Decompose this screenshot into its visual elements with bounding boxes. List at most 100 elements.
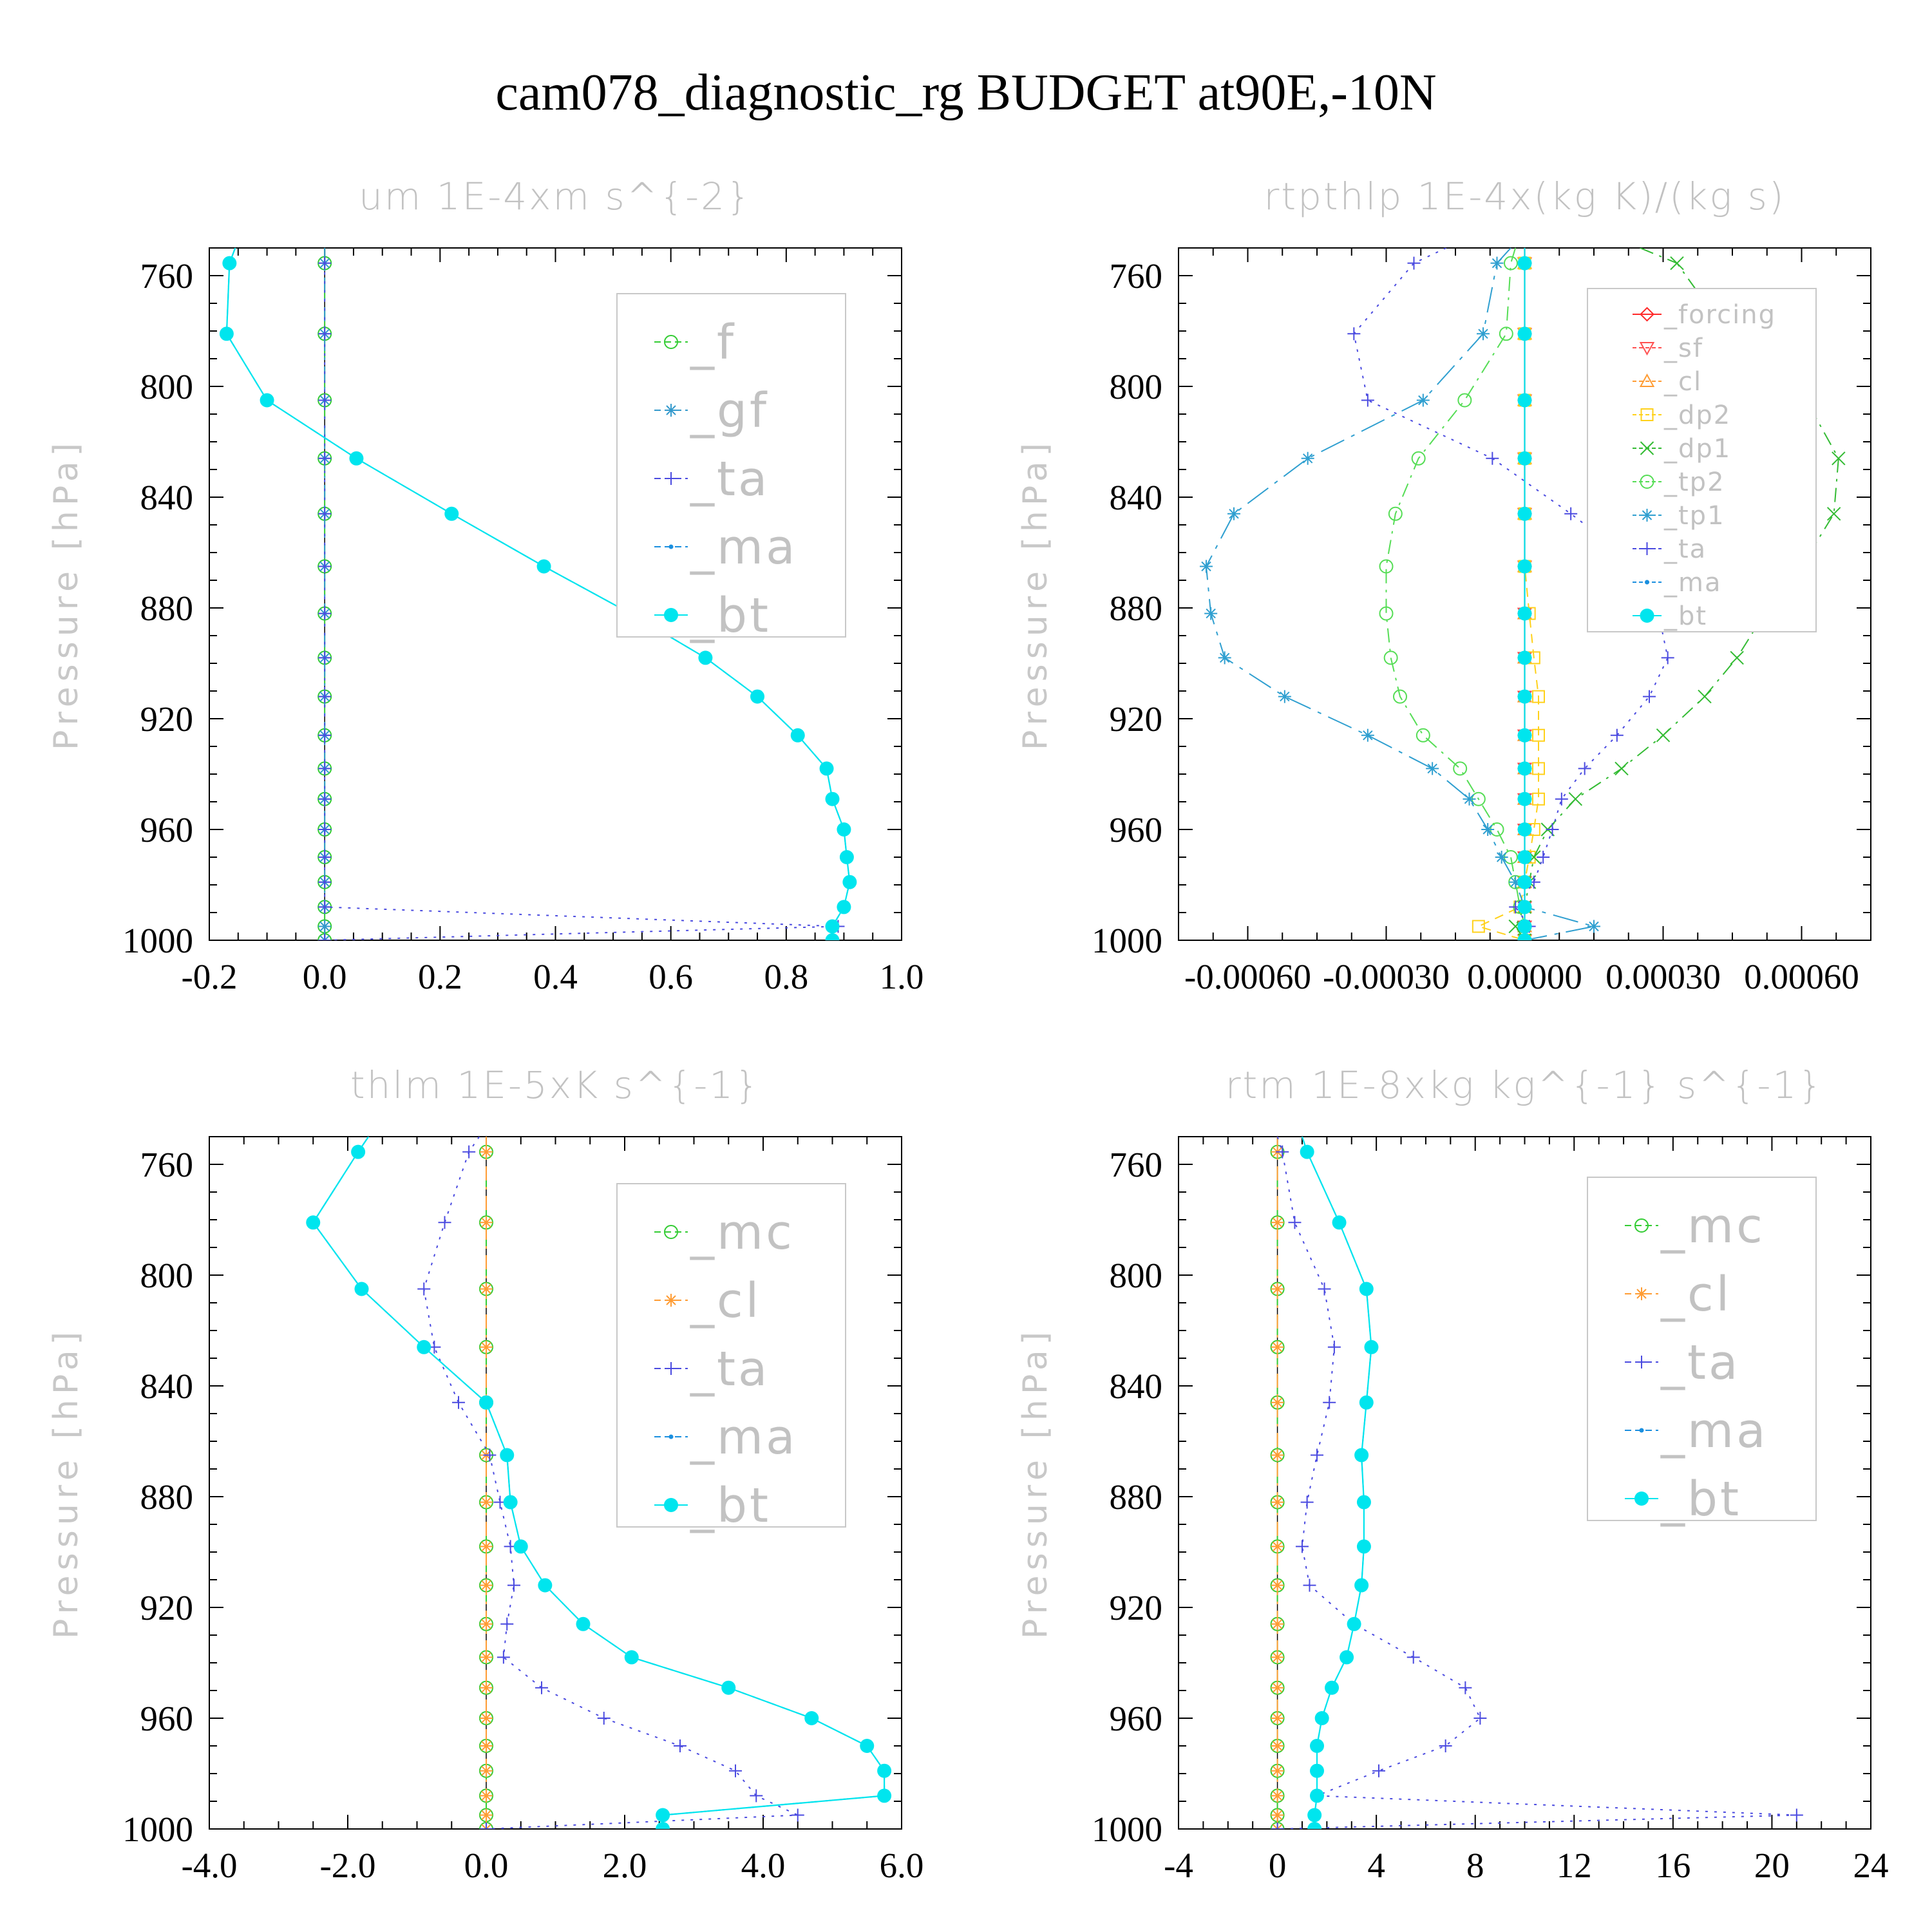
data-point-bt xyxy=(1517,919,1532,934)
legend-marker-cl xyxy=(1639,373,1655,387)
y-tick-label: 1000 xyxy=(1092,1810,1162,1849)
data-point-dp2 xyxy=(1532,792,1545,806)
legend-box xyxy=(616,293,846,638)
data-point-dp2 xyxy=(1532,690,1545,703)
series-tp1 xyxy=(1200,248,1600,940)
data-point-cl xyxy=(480,1495,493,1509)
legend-marker-ma xyxy=(1645,580,1649,585)
legend-label-ma: _ma xyxy=(690,520,797,575)
x-tick-label: 0.00060 xyxy=(1744,957,1859,996)
x-tick-label: 6.0 xyxy=(880,1846,924,1885)
data-point-bt xyxy=(804,1711,819,1725)
data-point-bt xyxy=(1517,761,1532,776)
series-ta xyxy=(318,256,845,940)
y-tick-label: 960 xyxy=(1110,1699,1163,1738)
panels: um 1E-4xm s^{-2}Pressure [hPa]7608008408… xyxy=(47,175,1889,1885)
y-tick-label: 800 xyxy=(1110,1256,1163,1295)
data-point-bt xyxy=(260,393,274,408)
data-point-bt xyxy=(1517,650,1532,665)
data-point-bt xyxy=(877,1788,892,1803)
y-tick-label: 800 xyxy=(1110,367,1163,406)
data-point-bt xyxy=(1359,1395,1374,1410)
y-tick-label: 840 xyxy=(1110,478,1163,517)
x-tick-label: 4 xyxy=(1367,1846,1385,1885)
data-point-ta xyxy=(674,1739,687,1752)
data-point-ta xyxy=(318,792,332,806)
legend-label-cl: _cl xyxy=(1660,1267,1732,1322)
legend-label-bt: _bt xyxy=(1660,1472,1741,1527)
x-tick-label: -0.2 xyxy=(181,957,237,996)
data-point-bt xyxy=(417,1340,431,1354)
data-point-cl xyxy=(480,1764,493,1777)
data-point-bt xyxy=(1517,451,1532,466)
data-point-ta xyxy=(318,762,332,775)
data-point-bt xyxy=(837,822,851,837)
data-point-tp1 xyxy=(1495,851,1508,864)
data-point-tp1 xyxy=(1301,451,1314,465)
data-point-dp1 xyxy=(1826,507,1841,521)
x-tick-label: 2.0 xyxy=(603,1846,647,1885)
legend-label-mc: _mc xyxy=(1660,1198,1765,1254)
data-point-ta xyxy=(1564,507,1578,520)
legend-label-cl: _cl xyxy=(1663,367,1702,397)
data-point-ta xyxy=(1323,1396,1336,1409)
data-point-tp2 xyxy=(1416,728,1430,743)
legend-marker-ma xyxy=(668,544,674,549)
y-tick-label: 800 xyxy=(140,367,194,406)
data-point-ta xyxy=(318,560,332,573)
panel-title: rtpthlp 1E-4x(kg K)/(kg s) xyxy=(1264,175,1786,218)
data-point-bt xyxy=(842,875,857,889)
data-point-bt xyxy=(624,1650,639,1665)
data-point-tp1 xyxy=(1426,762,1439,775)
data-point-bt xyxy=(1359,1282,1374,1296)
data-point-bt xyxy=(1517,933,1532,940)
legend-label-tp1: _tp1 xyxy=(1663,501,1725,531)
data-point-bt xyxy=(1517,506,1532,521)
data-point-tp1 xyxy=(1509,875,1522,889)
x-tick-label: 0.00030 xyxy=(1605,957,1721,996)
data-point-ta xyxy=(1643,690,1656,703)
y-tick-label: 1000 xyxy=(122,1810,193,1849)
legend-label-dp2: _dp2 xyxy=(1663,401,1731,430)
legend-marker-ta xyxy=(665,472,677,485)
data-point-dp2 xyxy=(1532,728,1545,742)
x-tick-label: 0.8 xyxy=(764,957,808,996)
data-point-bt xyxy=(1517,606,1532,621)
x-tick-label: -0.00030 xyxy=(1323,957,1450,996)
data-point-tp1 xyxy=(1587,920,1600,933)
data-point-cl xyxy=(1271,1808,1284,1822)
data-point-ta xyxy=(729,1764,742,1777)
data-point-bt xyxy=(222,256,237,270)
y-axis-label: Pressure [hPa] xyxy=(1016,1327,1055,1639)
x-tick-label: 12 xyxy=(1557,1846,1592,1885)
y-tick-label: 760 xyxy=(1110,1145,1163,1184)
data-point-bt xyxy=(750,689,765,704)
x-tick-label: -0.00060 xyxy=(1184,957,1311,996)
data-point-bt xyxy=(1307,1822,1322,1829)
data-point-ta xyxy=(318,823,332,836)
data-point-bt xyxy=(1300,1144,1314,1159)
data-point-ta xyxy=(1347,327,1361,341)
data-point-tp1 xyxy=(1477,327,1490,341)
data-point-tp2 xyxy=(1499,327,1513,341)
data-point-ta xyxy=(318,934,332,940)
data-point-bt xyxy=(1314,1711,1329,1725)
data-point-gf xyxy=(318,920,332,933)
data-point-ta xyxy=(318,327,332,341)
data-point-ta xyxy=(480,1823,493,1829)
x-tick-label: 8 xyxy=(1466,1846,1484,1885)
data-point-tp1 xyxy=(1416,393,1430,407)
data-point-ta xyxy=(318,728,332,742)
y-tick-label: 960 xyxy=(140,1699,194,1738)
data-point-ta xyxy=(1555,792,1568,806)
data-point-cl xyxy=(1271,1712,1284,1725)
data-point-ta xyxy=(318,256,332,270)
data-point-bt xyxy=(354,1282,369,1296)
data-point-dp1 xyxy=(1656,728,1671,743)
data-point-ta xyxy=(1610,728,1624,742)
series-bt xyxy=(306,1137,892,1829)
y-tick-label: 960 xyxy=(1110,810,1163,849)
legend-label-sf: _sf xyxy=(1663,334,1703,363)
data-point-dp1 xyxy=(1670,256,1684,270)
legend-label-tp2: _tp2 xyxy=(1663,468,1725,497)
